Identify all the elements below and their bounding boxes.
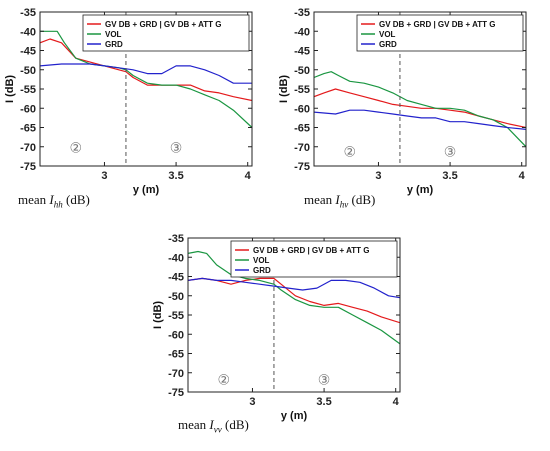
- y-tick-label: -50: [20, 65, 36, 77]
- x-axis-label: y (m): [133, 184, 160, 196]
- caption-symbol: I: [49, 192, 54, 207]
- y-tick-label: -45: [294, 46, 310, 58]
- region-label-2: ③: [170, 141, 183, 157]
- y-tick-label: -45: [20, 46, 36, 58]
- y-tick-label: -60: [294, 103, 310, 115]
- chart-1: ② ③ -75 -70 -65 -60 -55 -50 -45 -40 -35 3 3.5 4 y (m) I…: [4, 7, 253, 196]
- caption-unit: (dB): [62, 192, 90, 207]
- x-tick-label: 3: [101, 170, 107, 182]
- legend-box: [230, 240, 398, 278]
- series-line-3: [40, 63, 252, 84]
- series-group: [314, 71, 526, 148]
- region-label-1: ②: [218, 372, 231, 388]
- caption-prefix: mean: [18, 192, 50, 207]
- caption-3: mean Ivv (dB): [178, 417, 249, 435]
- y-tick-label: -50: [294, 65, 310, 77]
- series-line-3: [314, 109, 526, 130]
- x-tick-label: 3.5: [168, 170, 183, 182]
- y-tick-label: -55: [168, 310, 184, 322]
- legend-box: [356, 14, 524, 52]
- legend-entry-3: GRD: [105, 40, 123, 49]
- series-line-1: [188, 277, 400, 324]
- series-group: [188, 250, 400, 345]
- y-tick-label: -65: [168, 349, 184, 361]
- y-tick-label: -70: [168, 368, 184, 380]
- caption-subscript: vv: [213, 424, 222, 435]
- x-tick-label: 3: [249, 396, 255, 408]
- y-tick-label: -75: [294, 161, 310, 173]
- caption-prefix: mean: [178, 417, 210, 432]
- y-tick-label: -70: [294, 142, 310, 154]
- legend-entry-1: GV DB + GRD | GV DB + ATT G: [253, 246, 369, 255]
- x-axis-label: y (m): [407, 184, 434, 196]
- x-tick-label: 3: [375, 170, 381, 182]
- legend-entry-2: VOL: [253, 256, 270, 265]
- x-tick-label: 4: [393, 396, 400, 408]
- y-tick-label: -60: [20, 103, 36, 115]
- y-tick-label: -65: [294, 123, 310, 135]
- y-tick-label: -60: [168, 329, 184, 341]
- y-tick-label: -55: [20, 84, 36, 96]
- x-axis-label: y (m): [281, 410, 308, 422]
- y-tick-label: -40: [20, 26, 36, 38]
- caption-unit: (dB): [221, 417, 249, 432]
- caption-symbol: I: [209, 417, 214, 432]
- y-tick-label: -40: [168, 252, 184, 264]
- legend-entry-3: GRD: [253, 266, 271, 275]
- series-group: [40, 30, 252, 128]
- region-label-2: ③: [318, 372, 331, 388]
- y-tick-label: -75: [168, 387, 184, 399]
- caption-subscript: hv: [339, 199, 349, 210]
- chart-3: ② ③ -75 -70 -65 -60 -55 -50 -45 -40 -35 3 3.5 4 y (m) I…: [152, 233, 401, 422]
- series-line-1: [314, 88, 526, 129]
- legend-entry-2: VOL: [105, 30, 122, 39]
- y-tick-label: -65: [20, 123, 36, 135]
- caption-2: mean Ihv (dB): [304, 192, 375, 210]
- x-tick-label: 4: [245, 170, 252, 182]
- legend-entry-3: GRD: [379, 40, 397, 49]
- series-line-2: [314, 71, 526, 148]
- caption-1: mean Ihh (dB): [18, 192, 90, 210]
- y-tick-label: -55: [294, 84, 310, 96]
- legend-entry-1: GV DB + GRD | GV DB + ATT G: [379, 20, 495, 29]
- y-tick-label: -35: [20, 7, 36, 19]
- series-line-1: [40, 38, 252, 102]
- caption-unit: (dB): [348, 192, 376, 207]
- x-tick-label: 4: [519, 170, 526, 182]
- legend-box: [82, 14, 250, 52]
- legend-entry-2: VOL: [379, 30, 396, 39]
- y-axis-label: I (dB): [4, 75, 16, 103]
- region-label-2: ③: [444, 144, 457, 160]
- y-tick-label: -35: [168, 233, 184, 245]
- x-tick-label: 3.5: [442, 170, 457, 182]
- chart-2: ② ③ -75 -70 -65 -60 -55 -50 -45 -40 -35 3 3.5 4 y (m) I…: [278, 7, 527, 196]
- series-line-2: [188, 250, 400, 345]
- y-axis-label: I (dB): [152, 301, 164, 329]
- caption-subscript: hh: [53, 199, 63, 210]
- y-axis-label: I (dB): [278, 75, 290, 103]
- region-label-1: ②: [344, 144, 357, 160]
- y-tick-label: -70: [20, 142, 36, 154]
- y-tick-label: -50: [168, 291, 184, 303]
- y-tick-label: -45: [168, 272, 184, 284]
- series-line-2: [40, 30, 252, 128]
- series-line-3: [188, 277, 400, 299]
- caption-symbol: I: [335, 192, 340, 207]
- y-tick-label: -40: [294, 26, 310, 38]
- y-tick-label: -75: [20, 161, 36, 173]
- caption-prefix: mean: [304, 192, 336, 207]
- region-label-1: ②: [70, 141, 83, 157]
- y-tick-label: -35: [294, 7, 310, 19]
- x-tick-label: 3.5: [316, 396, 331, 408]
- legend-entry-1: GV DB + GRD | GV DB + ATT G: [105, 20, 221, 29]
